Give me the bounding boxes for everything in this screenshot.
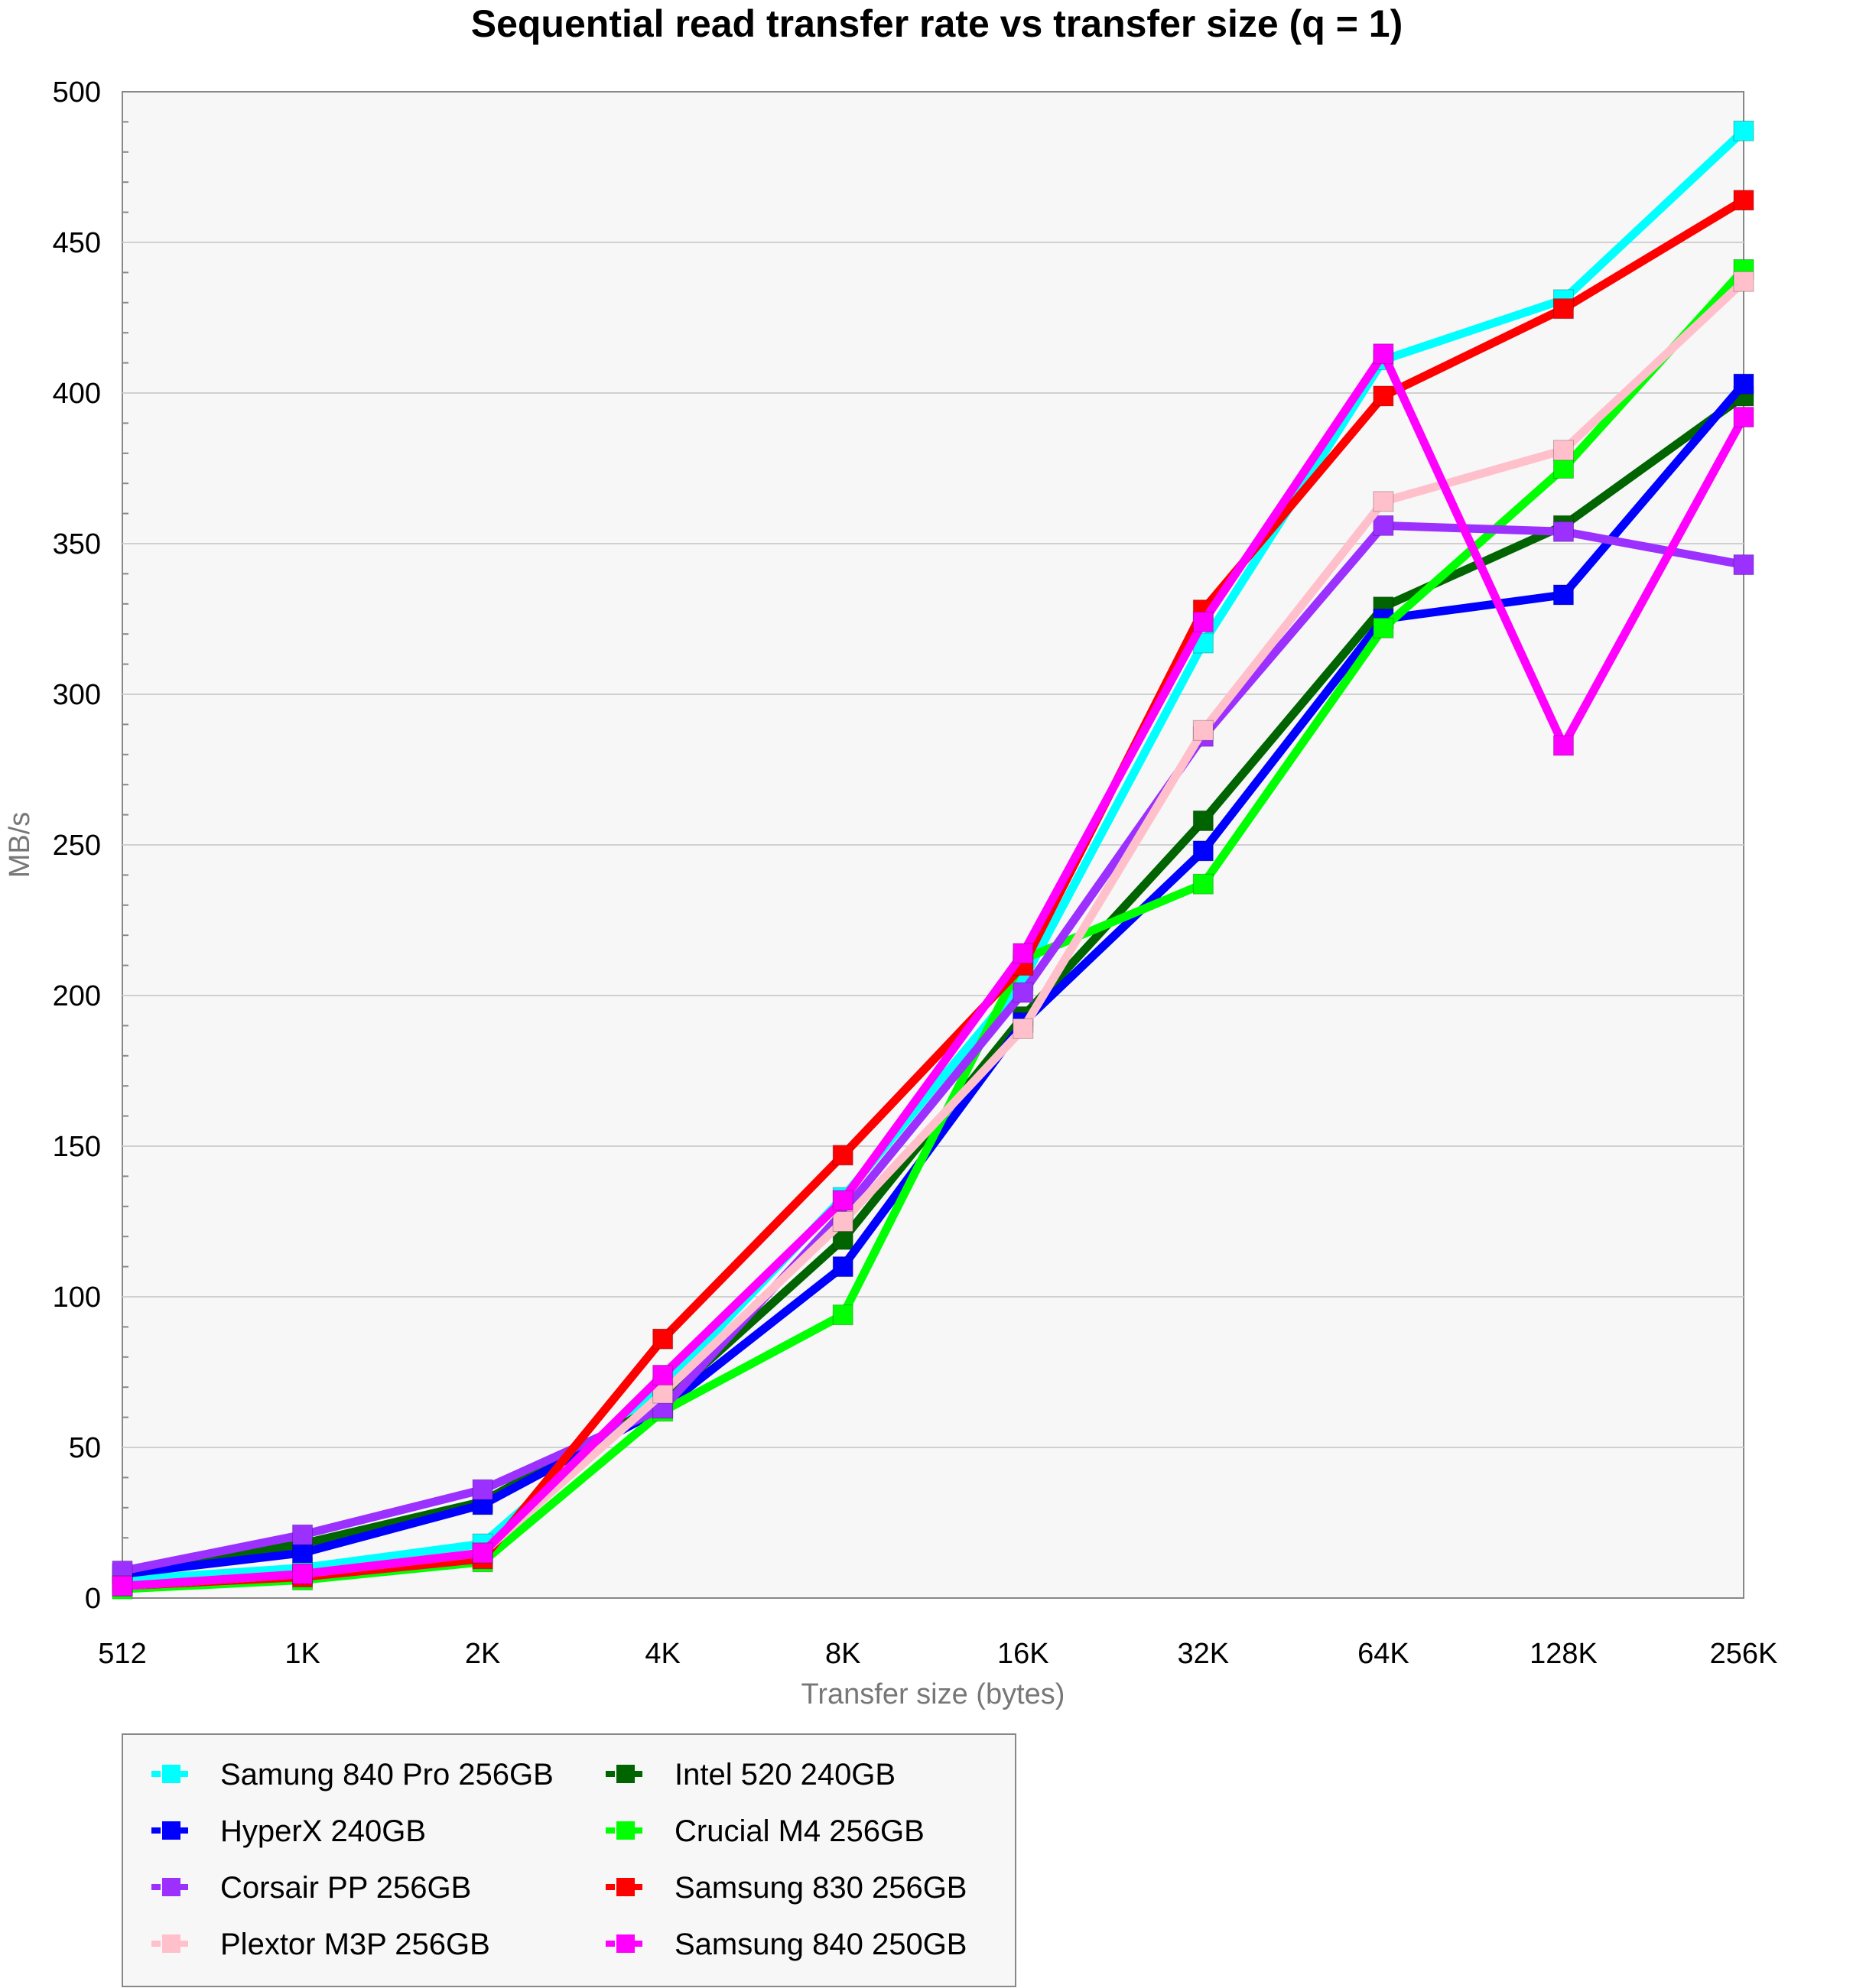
legend-swatch-marker (162, 1878, 180, 1896)
data-point (832, 1190, 853, 1211)
legend-swatch-marker (162, 1765, 180, 1783)
legend-swatch-marker (162, 1934, 180, 1953)
data-point (472, 1542, 493, 1564)
legend-items: Samung 840 Pro 256GB Intel 520 240GB Hyper… (151, 1758, 967, 1961)
y-tick-label: 300 (53, 679, 101, 711)
x-tick-label: 16K (997, 1638, 1049, 1670)
series-line (118, 126, 1748, 1584)
x-tick-label: 512 (98, 1638, 146, 1670)
data-point (1733, 120, 1754, 141)
legend-swatch-marker (616, 1878, 635, 1896)
y-tick-label: 350 (53, 528, 101, 560)
y-tick-label: 200 (53, 980, 101, 1012)
data-point (1013, 943, 1034, 964)
legend (122, 1733, 1016, 1987)
legend-item: Corsair PP 256GB (151, 1871, 471, 1905)
data-point (832, 1211, 853, 1232)
y-tick-label: 0 (85, 1583, 101, 1615)
legend-label: Samung 840 Pro 256GB (220, 1758, 554, 1791)
legend-label: Samsung 840 250GB (675, 1928, 967, 1961)
legend-label: Plextor M3P 256GB (220, 1928, 490, 1961)
y-tick-labels: 0 50 100 150 200 250 300 350 400 450 500 (53, 76, 101, 1615)
data-point (1552, 298, 1574, 320)
series-line (118, 521, 1748, 1576)
legend-item: HyperX 240GB (151, 1814, 426, 1848)
x-axis-label: Transfer size (bytes) (801, 1678, 1065, 1710)
data-point (1733, 373, 1754, 395)
data-point (292, 1542, 314, 1564)
data-point (1552, 440, 1574, 461)
data-point (1013, 982, 1034, 1003)
legend-label: Intel 520 240GB (675, 1758, 896, 1791)
data-point (292, 1563, 314, 1584)
data-point (1733, 554, 1754, 576)
data-point (1192, 611, 1214, 632)
data-point (1733, 271, 1754, 292)
data-point (832, 1304, 853, 1326)
x-tick-label: 32K (1178, 1638, 1230, 1670)
data-point (292, 1524, 314, 1545)
legend-swatch-marker (162, 1821, 180, 1840)
data-point (112, 1575, 133, 1597)
legend-item: Crucial M4 256GB (606, 1814, 925, 1848)
data-point (1373, 515, 1394, 536)
series-7 (112, 343, 1754, 1597)
x-tick-label: 2K (465, 1638, 500, 1670)
legend-item: Samsung 830 256GB (606, 1871, 967, 1905)
legend-swatch-marker (616, 1934, 635, 1953)
y-tick-label: 250 (53, 830, 101, 862)
data-point (1552, 735, 1574, 756)
data-point (1733, 407, 1754, 428)
x-tick-labels: 512 1K 2K 4K 8K 16K 32K 64K 128K 256K (98, 1638, 1777, 1670)
legend-label: Samsung 830 256GB (675, 1871, 967, 1905)
data-point (1552, 584, 1574, 606)
series-layer (112, 120, 1754, 1600)
data-point (472, 1479, 493, 1500)
legend-swatch-marker (616, 1821, 635, 1840)
legend-label: HyperX 240GB (220, 1814, 426, 1848)
legend-item: Intel 520 240GB (606, 1758, 896, 1791)
data-point (1733, 190, 1754, 211)
series-line (118, 349, 1748, 1590)
chart-title: Sequential read transfer rate vs transfe… (471, 2, 1403, 45)
legend-item: Samsung 840 250GB (606, 1928, 967, 1961)
legend-swatch-marker (616, 1765, 635, 1783)
data-point (1373, 617, 1394, 638)
x-tick-label: 128K (1530, 1638, 1598, 1670)
x-tick-label: 256K (1710, 1638, 1778, 1670)
x-tick-label: 1K (284, 1638, 320, 1670)
y-tick-label: 100 (53, 1281, 101, 1314)
legend-label: Crucial M4 256GB (675, 1814, 925, 1848)
x-tick-label: 64K (1357, 1638, 1409, 1670)
x-tick-label: 8K (825, 1638, 860, 1670)
data-point (1192, 840, 1214, 862)
y-tick-label: 50 (69, 1432, 101, 1464)
series-line (118, 196, 1748, 1590)
data-point (652, 1328, 674, 1350)
data-point (1013, 1018, 1034, 1039)
legend-label: Corsair PP 256GB (220, 1871, 471, 1905)
data-point (652, 1364, 674, 1385)
data-point (1373, 491, 1394, 512)
data-point (1373, 385, 1394, 407)
data-point (832, 1145, 853, 1166)
data-point (1192, 873, 1214, 895)
y-tick-label: 500 (53, 76, 101, 109)
legend-item: Plextor M3P 256GB (151, 1928, 490, 1961)
y-tick-label: 450 (53, 227, 101, 259)
data-point (832, 1256, 853, 1278)
data-point (1552, 521, 1574, 542)
legend-item: Samung 840 Pro 256GB (151, 1758, 554, 1791)
y-tick-label: 150 (53, 1131, 101, 1163)
data-point (1192, 720, 1214, 741)
x-tick-label: 4K (645, 1638, 680, 1670)
data-point (1192, 810, 1214, 831)
y-axis-label: MB/s (4, 812, 36, 879)
data-point (1552, 458, 1574, 479)
y-tick-label: 400 (53, 378, 101, 410)
data-point (1373, 343, 1394, 365)
